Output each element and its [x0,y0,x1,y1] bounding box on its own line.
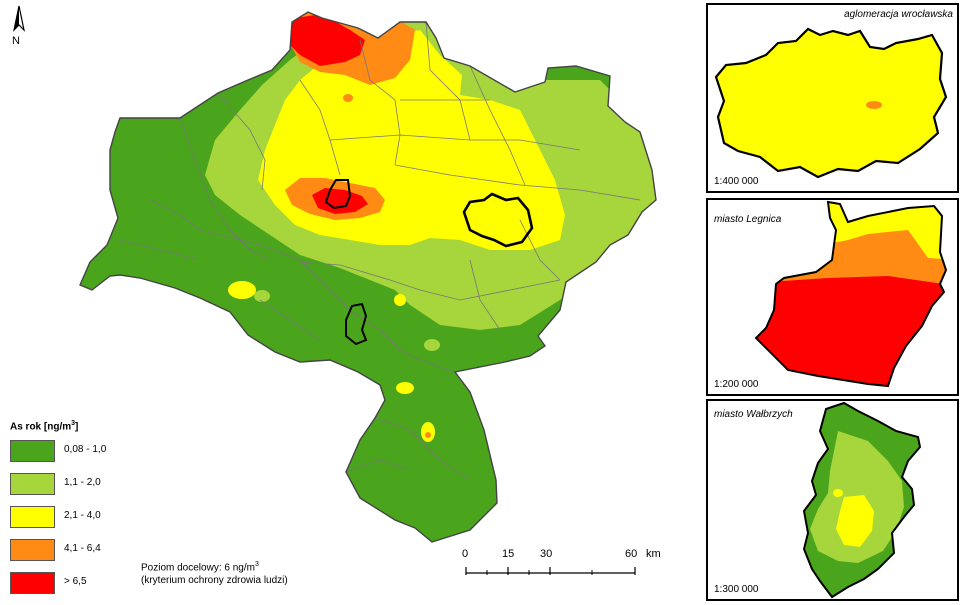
inset-walbrzych: miasto Wałbrzych 1:300 000 [706,399,959,601]
spot-5 [425,432,431,438]
legend-swatch [10,440,55,463]
legnica-outline [324,179,352,210]
inset-title: miasto Legnica [714,214,782,225]
inset-scale: 1:400 000 [714,176,759,187]
zone-6-5-plus [312,188,368,214]
legend-item: 2,1 - 4,0 [10,506,130,539]
spot-7 [394,294,406,306]
inset-scale: 1:300 000 [714,584,759,595]
legend-label: 1,1 - 2,0 [64,477,101,489]
health-criterion-line: (kryterium ochrony zdrowia ludzi) [141,575,288,587]
spot-8 [343,94,353,102]
target-level-line: Poziom docelowy: 6 ng/m3 [141,561,259,574]
legend-swatch [10,539,55,562]
target-level-note: Poziom docelowy: 6 ng/m3 (kryterium ochr… [141,558,288,587]
scale-tick-label: 30 [540,548,553,560]
inset-wroclaw-hotspot [866,101,882,109]
inset-legnica-map [754,200,948,388]
inset-scale: 1:200 000 [714,379,759,390]
spot-3 [396,382,414,394]
scale-bar-line [465,567,636,575]
walbrzych-outline [345,302,368,346]
inset-title: aglomeracja wrocławska [844,9,953,20]
north-arrow-icon [13,5,25,32]
main-map [79,11,657,543]
legend-swatch [10,506,55,529]
legend-label: 0,08 - 1,0 [64,444,107,456]
inset-legnica: miasto Legnica 1:200 000 [706,198,959,396]
spot-2 [254,290,270,302]
district-boundaries [119,21,641,481]
legend-swatch [10,473,55,496]
legend-item: 4,1 - 6,4 [10,539,130,572]
scale-tick-label: 15 [502,548,515,560]
legend-item: > 6,5 [10,572,130,605]
north-label: N [12,35,20,47]
legend-label: 4,1 - 6,4 [64,543,101,555]
zone-6-5-plus-north [285,14,365,66]
spot-1 [228,281,256,299]
legend-title: As rok [ng/m3] [10,420,79,433]
inset-wroclaw-map [714,27,948,179]
legend-item: 1,1 - 2,0 [10,473,130,506]
inset-title: miasto Wałbrzych [714,409,793,420]
region-outline [79,11,657,543]
scale-bar: 0 15 30 60 km [460,548,661,578]
scale-unit: km [646,548,661,560]
legend-item: 0,08 - 1,0 [10,440,130,473]
scale-tick-label: 60 [625,548,638,560]
legend-label: > 6,5 [64,576,87,588]
inset-wroclaw: aglomeracja wrocławska 1:400 000 [706,3,959,193]
legend: As rok [ng/m3] 0,08 - 1,0 1,1 - 2,0 2,1 … [10,420,130,605]
wroclaw-outline [462,192,534,248]
inset-walbrzych-map [802,401,922,599]
spot-6 [424,339,440,351]
legend-label: 2,1 - 4,0 [64,510,101,522]
legend-swatch [10,572,55,595]
scale-tick-label: 0 [462,548,469,560]
